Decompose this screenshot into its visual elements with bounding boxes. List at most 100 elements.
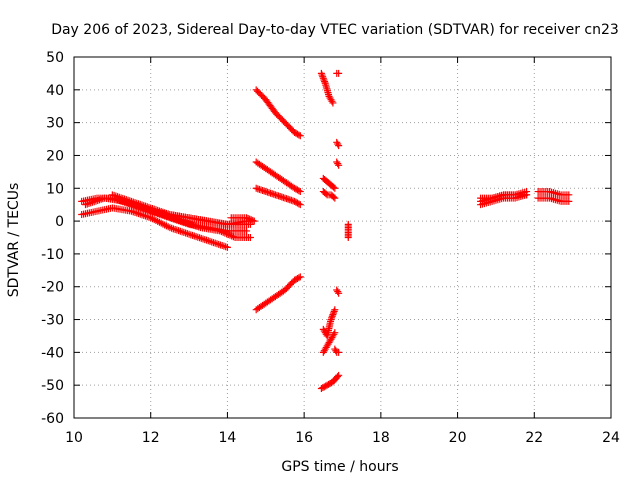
data-points [78,69,573,392]
data-point [565,191,573,199]
y-tick-label: -60 [41,411,64,427]
data-point [335,289,343,297]
y-tick-label: 20 [46,148,64,164]
data-point [295,131,303,139]
data-point [221,229,229,237]
data-point [330,183,338,191]
data-point [246,234,254,241]
x-tick-label: 20 [449,430,467,446]
data-point [318,71,326,79]
data-point [331,194,339,202]
data-point [331,329,339,337]
data-point [320,76,328,84]
data-point [523,191,531,199]
x-tick-label: 14 [219,430,237,446]
series-arc-16 [319,188,339,202]
x-tick-label: 24 [602,430,620,446]
axis-ticks: 10 12 14 16 18 20 22 24 50 40 30 20 10 0 -10 -20 -30 -40 -… [41,50,620,446]
data-point [296,273,304,281]
data-point [328,314,336,322]
y-tick-label: 0 [55,214,64,230]
data-point [295,274,303,282]
series-arc-26 [534,188,573,199]
data-point [330,307,338,315]
series-arc-20 [319,329,339,356]
data-point [327,316,335,324]
data-point [319,74,327,82]
data-point [330,309,338,317]
data-point [319,73,327,81]
data-point [243,214,251,222]
data-point [334,160,342,168]
data-point [247,216,255,224]
data-point [296,201,304,209]
data-point [250,217,258,225]
x-tick-label: 22 [525,430,543,446]
data-point [331,306,339,314]
data-point [321,78,329,86]
data-point [216,227,224,235]
data-point [334,288,342,296]
data-point [330,330,338,338]
y-tick-label: 10 [46,181,64,197]
x-axis-label: GPS time / hours [281,459,398,475]
y-tick-label: 40 [46,83,64,99]
series-arc-19 [319,306,339,340]
series-arc-17 [344,220,352,241]
data-point [223,230,231,238]
data-point [328,312,336,320]
y-tick-label: -40 [41,345,64,361]
y-tick-label: -50 [41,378,64,394]
data-point [565,197,573,205]
data-point [330,193,338,201]
data-point [331,184,339,192]
x-tick-label: 18 [372,430,390,446]
data-point [317,69,325,77]
data-point [224,231,232,239]
data-point [335,161,343,169]
series-arc-22 [317,371,343,392]
data-point [334,140,342,148]
data-point [249,216,257,224]
plot-frame [73,56,612,419]
y-axis-label: SDTVAR / TECUs [6,183,22,298]
data-point [295,200,303,208]
data-point [329,311,337,319]
series-arc-25 [477,191,531,209]
y-tick-label: 50 [46,50,64,66]
x-tick-label: 16 [295,430,313,446]
data-point [329,99,337,107]
data-point [335,142,343,150]
chart-title: Day 206 of 2023, Sidereal Day-to-day VTE… [51,22,619,38]
data-point [335,69,343,77]
series-arc-18 [333,286,343,297]
series-arc-07 [252,86,304,140]
data-point [334,373,342,381]
data-point [243,227,251,235]
x-tick-label: 12 [142,430,160,446]
data-point [296,188,304,196]
data-point [246,215,254,223]
data-point [296,132,304,140]
data-point [223,243,231,251]
data-point [335,371,343,379]
y-tick-label: -20 [41,280,64,296]
data-point [228,232,236,240]
data-point [217,228,225,236]
data-point [328,97,336,105]
grid [74,57,611,418]
data-point [219,228,227,236]
y-tick-label: -10 [41,247,64,263]
data-point [229,233,237,241]
y-tick-label: 30 [46,116,64,132]
data-point [244,214,252,222]
series-arc-02 [78,204,231,251]
series-arc-13 [333,138,343,150]
series-arc-27 [534,194,573,205]
series-arc-11 [317,69,337,107]
data-point [295,187,303,195]
series-arc-06 [227,214,258,225]
series-arc-12 [333,69,343,77]
data-point [322,190,330,198]
